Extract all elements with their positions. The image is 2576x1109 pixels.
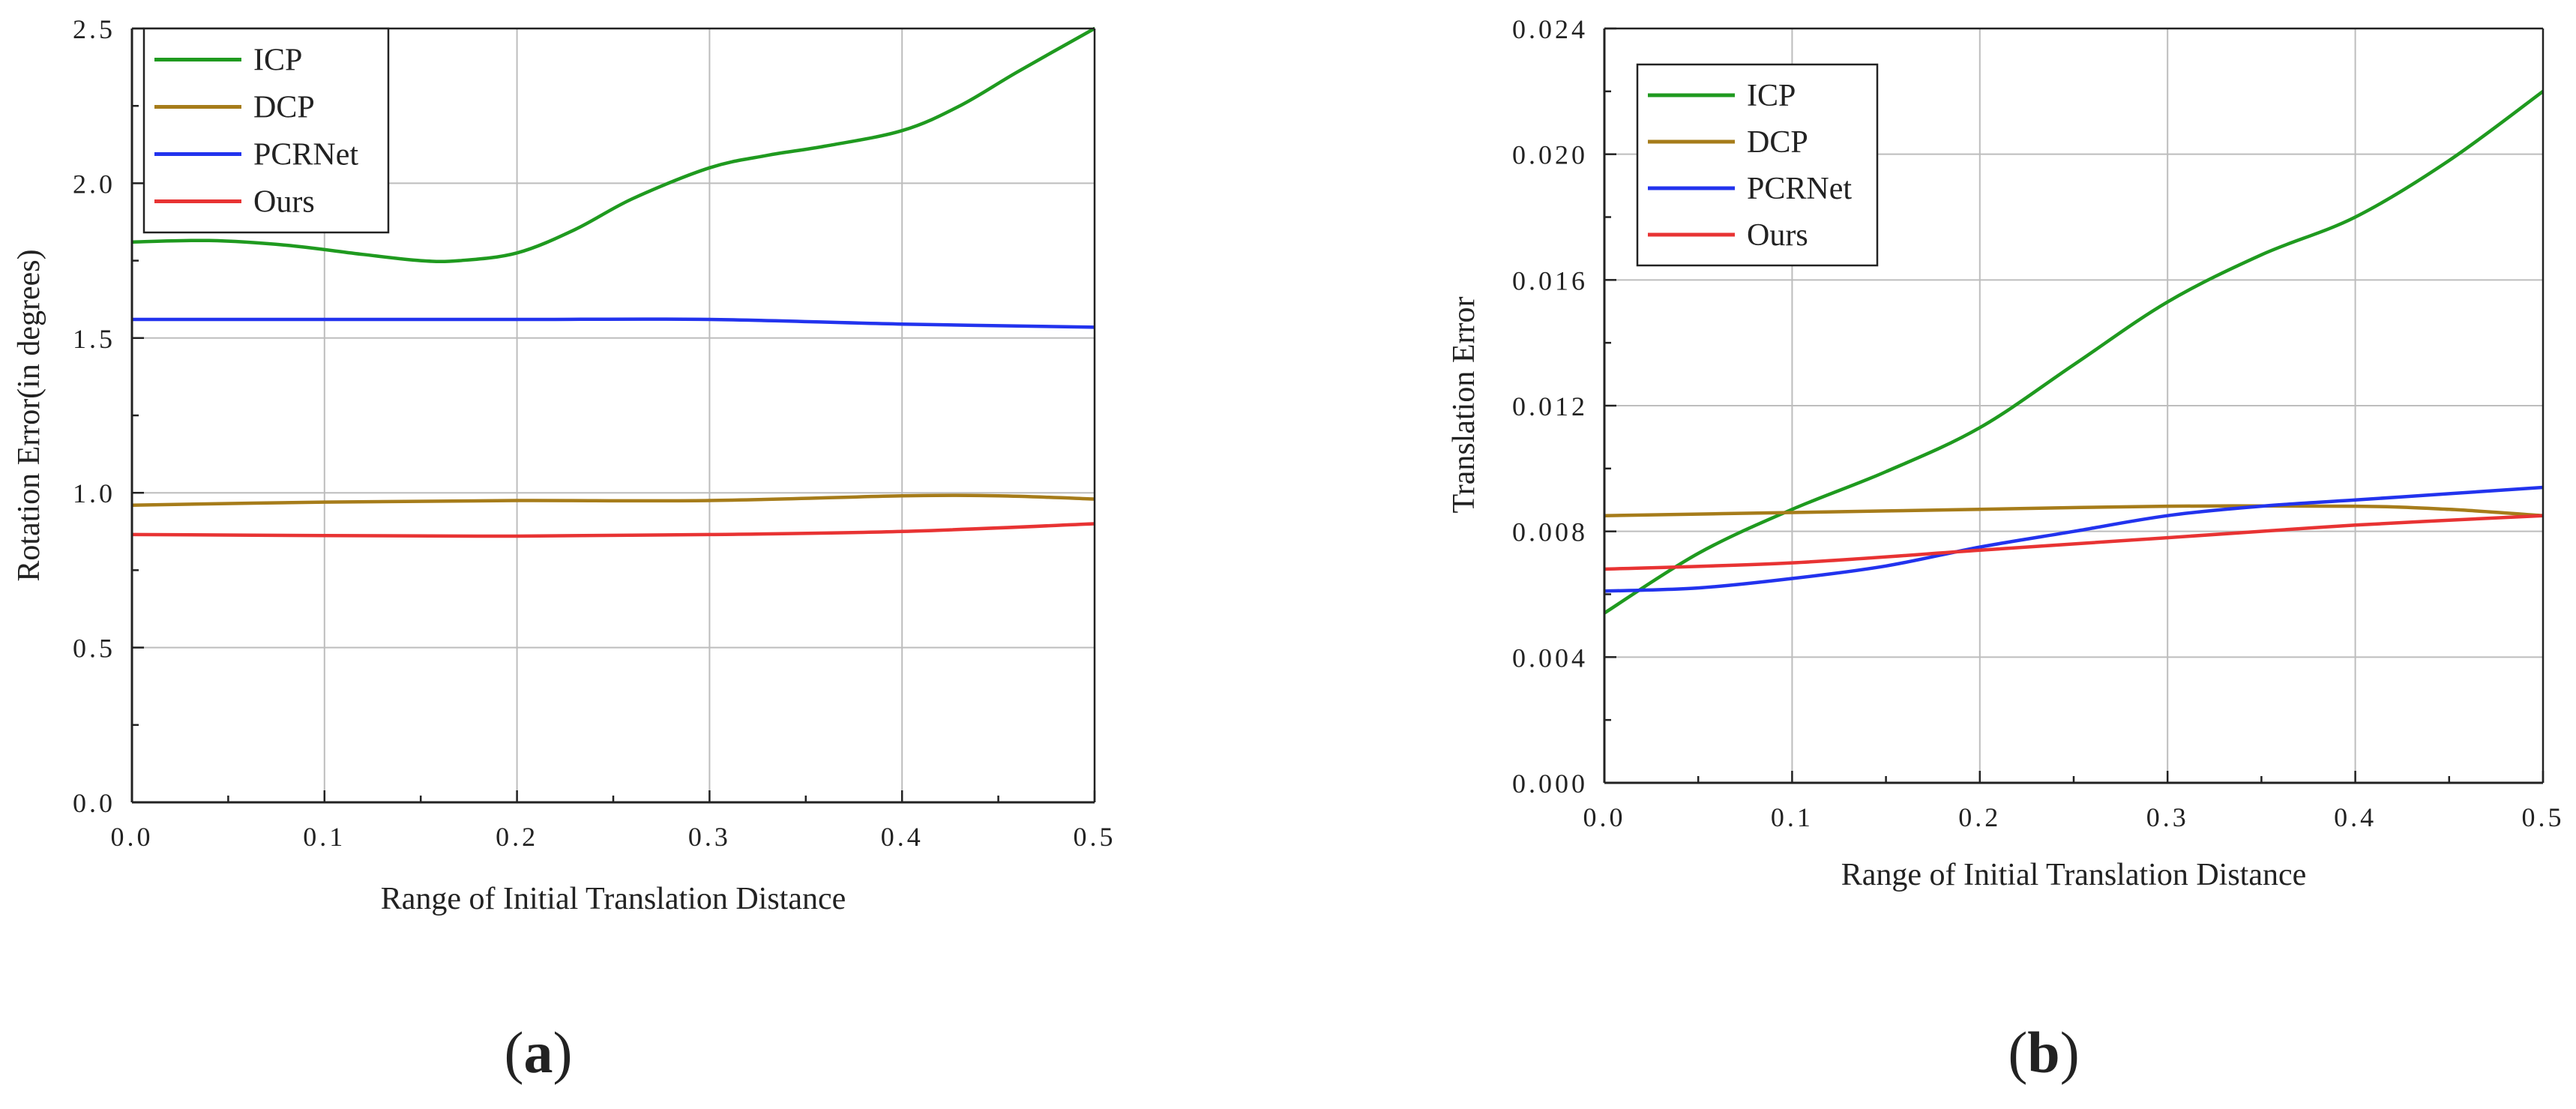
series-group: [132, 27, 1095, 538]
legend: ICP DCP PCRNet Ours: [142, 27, 390, 234]
legend-label-pcrnet: PCRNet: [1747, 172, 1852, 206]
x-tick-label: 0.3: [688, 822, 731, 852]
legend-label-dcp: DCP: [1747, 125, 1808, 160]
y-tick-label: 0.008: [1512, 517, 1588, 547]
series-line-icp: [1604, 89, 2543, 615]
y-tick-label: 0.020: [1512, 140, 1588, 170]
legend-label-ours: Ours: [253, 185, 315, 220]
panel-caption-open: (: [505, 1020, 524, 1085]
x-axis-title: Range of Initial Translation Distance: [1841, 858, 2307, 892]
y-tick-label: 0.004: [1512, 643, 1588, 673]
y-tick-label: 1.5: [73, 324, 115, 354]
x-tick-label: 0.5: [1074, 822, 1116, 852]
x-tick-label: 0.2: [1958, 802, 2001, 832]
x-tick-label: 0.1: [303, 822, 346, 852]
y-tick-label: 2.0: [73, 169, 115, 199]
y-tick-label: 0.000: [1512, 769, 1588, 799]
series-line-ours: [1604, 514, 2543, 571]
panel-caption-letter: a: [524, 1020, 553, 1085]
y-axis-title: Translation Error: [1447, 297, 1481, 514]
x-tick-label: 0.3: [2146, 802, 2189, 832]
y-tick-label: 0.0: [73, 788, 115, 818]
legend-label-ours: Ours: [1747, 218, 1808, 253]
chart-panel-a: 0.0 0.1 0.2 0.3 0.4 0.5 0.0 0.5 1.0 1.5 2.0 2.5 ICP D…: [12, 14, 1116, 1085]
panel-caption: (b): [2008, 1020, 2079, 1085]
y-tick-label: 0.012: [1512, 391, 1588, 421]
y-tick-label: 0.016: [1512, 265, 1588, 295]
x-axis-title: Range of Initial Translation Distance: [381, 882, 846, 916]
legend-label-icp: ICP: [1747, 79, 1796, 113]
panel-caption: (a): [505, 1020, 573, 1085]
x-tick-label: 0.0: [1583, 802, 1626, 832]
series-line-pcrnet: [132, 317, 1095, 329]
x-tick-label: 0.4: [881, 822, 924, 852]
series-line-pcrnet: [1604, 485, 2543, 593]
legend-label-pcrnet: PCRNet: [253, 138, 358, 172]
panel-caption-close: ): [2060, 1020, 2080, 1085]
series-line-dcp: [1604, 504, 2543, 517]
legend-label-icp: ICP: [253, 43, 302, 78]
x-tick-label: 0.2: [496, 822, 538, 852]
y-tick-label: 0.5: [73, 634, 115, 664]
y-axis-title: Rotation Error(in degrees): [12, 249, 46, 581]
panel-caption-open: (: [2008, 1020, 2027, 1085]
chart-panel-b: 0.0 0.1 0.2 0.3 0.4 0.5 0.000 0.004 0.008 0.012 0.…: [1447, 14, 2565, 1085]
series-line-dcp: [132, 493, 1095, 507]
y-tick-label: 1.0: [73, 478, 115, 508]
legend-box: [142, 27, 390, 234]
x-tick-label: 0.5: [2522, 802, 2565, 832]
x-tick-label: 0.4: [2334, 802, 2377, 832]
series-group: [1604, 89, 2543, 615]
y-tick-label: 0.024: [1512, 14, 1588, 44]
legend-box: [1636, 63, 1879, 267]
panel-caption-letter: b: [2027, 1020, 2059, 1085]
series-line-ours: [132, 522, 1095, 538]
panel-caption-close: ): [553, 1020, 573, 1085]
x-tick-label: 0.1: [1771, 802, 1814, 832]
x-tick-label: 0.0: [111, 822, 154, 852]
legend: ICP DCP PCRNet Ours: [1636, 63, 1879, 267]
series-line-icp: [132, 27, 1095, 264]
y-tick-label: 2.5: [73, 14, 115, 44]
legend-label-dcp: DCP: [253, 91, 315, 125]
